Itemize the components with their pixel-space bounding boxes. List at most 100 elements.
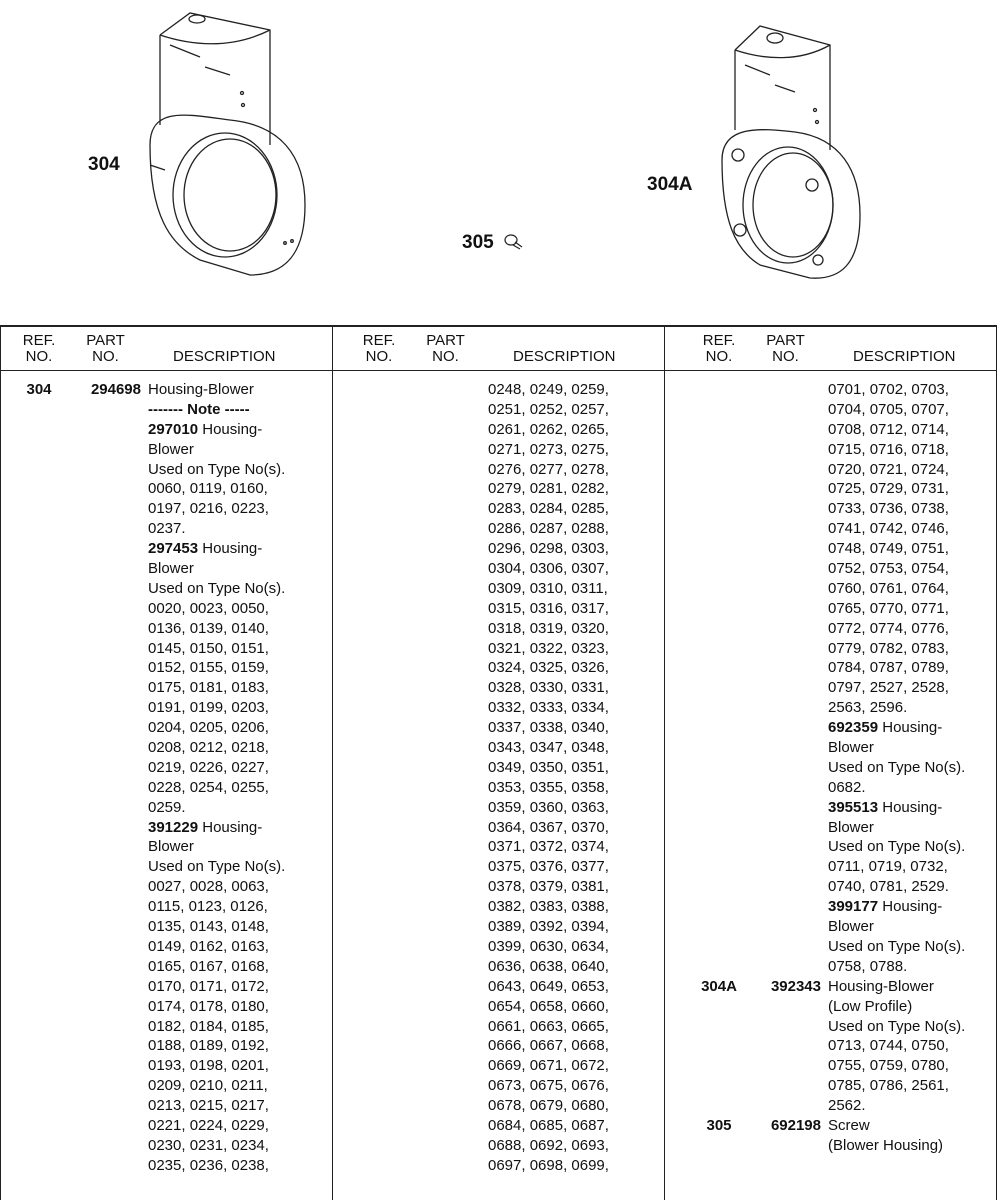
- description-line: 0235, 0236, 0238,: [1, 1156, 332, 1176]
- ref-no-empty: [694, 539, 744, 559]
- description-line: 0324, 0325, 0326,: [333, 658, 664, 678]
- description: 0237.: [148, 519, 328, 539]
- blower-housing-304-illustration: [149, 12, 306, 276]
- description-line: 0328, 0330, 0331,: [333, 678, 664, 698]
- description-line: 0315, 0316, 0317,: [333, 599, 664, 619]
- description-line: 0343, 0347, 0348,: [333, 738, 664, 758]
- description-text: 0259.: [148, 798, 186, 816]
- description-line: 0669, 0671, 0672,: [333, 1056, 664, 1076]
- description-line: 0704, 0705, 0707,: [665, 400, 996, 420]
- description: 0170, 0171, 0172,: [148, 977, 328, 997]
- description-text: 2563, 2596.: [828, 699, 908, 717]
- description-line: 0309, 0310, 0311,: [333, 579, 664, 599]
- ref-header-line-2: NO.: [25, 348, 53, 365]
- description: 0060, 0119, 0160,: [148, 479, 328, 499]
- ref-no-empty: [694, 758, 744, 778]
- ref-no-empty: [694, 1017, 744, 1037]
- ref-header-line-2: NO.: [365, 348, 393, 365]
- description-text: Blower: [148, 440, 194, 458]
- part-no-empty: [744, 678, 821, 698]
- ref-no-empty: [694, 1076, 744, 1096]
- description-text: 0666, 0667, 0668,: [488, 1037, 609, 1055]
- description-text: 0711, 0719, 0732,: [828, 858, 948, 876]
- part-no-empty: [744, 1056, 821, 1076]
- description: 0353, 0355, 0358,: [488, 778, 668, 798]
- description-text: 0309, 0310, 0311,: [488, 579, 608, 597]
- ref-no-empty: [694, 639, 744, 659]
- description-text: 2562.: [828, 1097, 866, 1115]
- part-no-empty: [404, 798, 481, 818]
- part-no-empty: [64, 479, 141, 499]
- part-no-empty: [64, 499, 141, 519]
- ref-no-empty: [14, 1036, 64, 1056]
- description-line: 0797, 2527, 2528,: [665, 678, 996, 698]
- description: 0752, 0753, 0754,: [828, 559, 1000, 579]
- part-no-empty: [64, 897, 141, 917]
- description-line: 0715, 0716, 0718,: [665, 440, 996, 460]
- ref-no-empty: [14, 1076, 64, 1096]
- ref-no-empty: [694, 380, 744, 400]
- part-no-empty: [64, 519, 141, 539]
- description-text: 0152, 0155, 0159,: [148, 659, 269, 677]
- ref-no-empty: [694, 619, 744, 639]
- ref-no-empty: [14, 479, 64, 499]
- part-header: PART NO.: [404, 333, 481, 365]
- description: 0228, 0254, 0255,: [148, 778, 328, 798]
- description: 0165, 0167, 0168,: [148, 957, 328, 977]
- description-text: 0251, 0252, 0257,: [488, 400, 609, 418]
- ref-no-empty: [14, 857, 64, 877]
- ref-no-empty: [354, 758, 404, 778]
- table-rows: 0248, 0249, 0259, 0251, 0252, 0257, 0261, …: [333, 371, 664, 1176]
- description-text: 0785, 0786, 2561,: [828, 1077, 949, 1095]
- description-line: 692359 Housing-: [665, 718, 996, 738]
- part-no-empty: [64, 1136, 141, 1156]
- description-line: 0027, 0028, 0063,: [1, 877, 332, 897]
- description-text: 0315, 0316, 0317,: [488, 599, 609, 617]
- part-no-empty: [744, 479, 821, 499]
- description-text: 0343, 0347, 0348,: [488, 739, 609, 757]
- part-no-empty: [744, 499, 821, 519]
- ref-no-empty: [354, 1116, 404, 1136]
- description-line: Used on Type No(s).: [1, 460, 332, 480]
- part-no-empty: [744, 599, 821, 619]
- part-no-empty: [744, 1036, 821, 1056]
- description-text: 0279, 0281, 0282,: [488, 480, 609, 498]
- part-row: 305 692198 Screw: [665, 1116, 996, 1136]
- ref-no-empty: [14, 539, 64, 559]
- description-text: 0399, 0630, 0634,: [488, 937, 609, 955]
- description-text: 0060, 0119, 0160,: [148, 480, 268, 498]
- part-no-empty: [404, 1017, 481, 1037]
- description: 0704, 0705, 0707,: [828, 400, 1000, 420]
- description-line: 0276, 0277, 0278,: [333, 460, 664, 480]
- ref-no-empty: [14, 1056, 64, 1076]
- description-text: 0271, 0273, 0275,: [488, 440, 609, 458]
- part-no-empty: [744, 460, 821, 480]
- description-line: 0359, 0360, 0363,: [333, 798, 664, 818]
- description-line: Blower: [1, 837, 332, 857]
- ref-header: REF. NO.: [694, 333, 744, 365]
- description-line: 297453 Housing-: [1, 539, 332, 559]
- description: 0666, 0667, 0668,: [488, 1036, 668, 1056]
- description-line: (Low Profile): [665, 997, 996, 1017]
- description: 0688, 0692, 0693,: [488, 1136, 668, 1156]
- description-text: 0296, 0298, 0303,: [488, 540, 609, 558]
- ref-no-empty: [14, 917, 64, 937]
- description: 0364, 0367, 0370,: [488, 818, 668, 838]
- description-text: 0725, 0729, 0731,: [828, 480, 949, 498]
- description: 0296, 0298, 0303,: [488, 539, 668, 559]
- part-no-empty: [744, 997, 821, 1017]
- ref-no-empty: [694, 678, 744, 698]
- part-no-empty: [404, 857, 481, 877]
- part-no-empty: [64, 440, 141, 460]
- description-line: 0697, 0698, 0699,: [333, 1156, 664, 1176]
- description: 0765, 0770, 0771,: [828, 599, 1000, 619]
- description-line: Used on Type No(s).: [665, 758, 996, 778]
- description-text: 0349, 0350, 0351,: [488, 758, 609, 776]
- description-line: 0213, 0215, 0217,: [1, 1096, 332, 1116]
- table-column-3: REF. NO. PART NO. DESCRIPTION 0701, 0702, 070…: [664, 327, 996, 1200]
- description: 0654, 0658, 0660,: [488, 997, 668, 1017]
- description-line: 0364, 0367, 0370,: [333, 818, 664, 838]
- ref-no-empty: [14, 877, 64, 897]
- description: 0286, 0287, 0288,: [488, 519, 668, 539]
- part-row: 304 294698 Housing-Blower: [1, 380, 332, 400]
